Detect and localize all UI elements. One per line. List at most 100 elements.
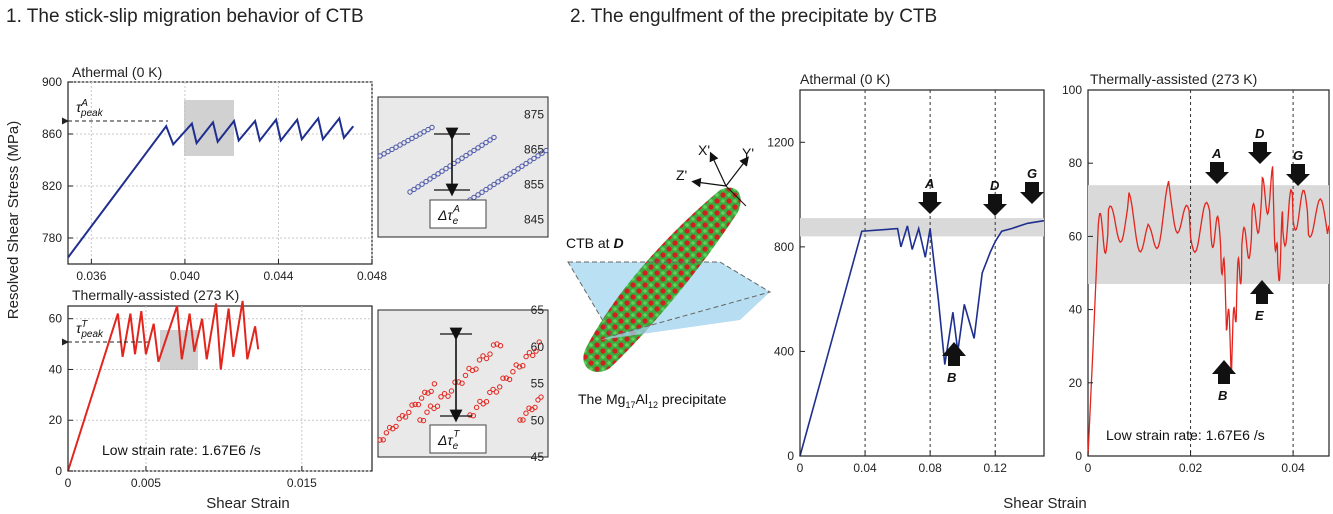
inset-point [386, 424, 393, 431]
inset-y-tick-label: 855 [524, 178, 544, 192]
inset-point [431, 173, 437, 180]
inset-point [519, 163, 525, 169]
inset-point [411, 186, 417, 193]
thermal-stress-line [67, 300, 260, 472]
inset-point [419, 181, 425, 187]
inset-point [483, 139, 489, 146]
y-tick-label: 800 [774, 240, 794, 254]
precipitate-illustration: CTB at D The Mg17Al12 precipitate X' Y' … [566, 142, 772, 410]
inset-y-tick-label: 55 [531, 377, 545, 391]
delta-box [429, 199, 487, 229]
inset-y-tick-label: 65 [531, 303, 545, 317]
chart-thermal-stickslip: Thermally-assisted (273 K) τT peak Low st… [49, 287, 549, 490]
y-tick-label: 60 [49, 312, 63, 326]
inset-point [520, 417, 526, 423]
axis-x-prime: X' [698, 142, 710, 158]
y-tick-label: 60 [1069, 229, 1083, 243]
inset-point [523, 160, 529, 167]
svg-text:B: B [1218, 388, 1227, 403]
inset-y-tick-label: 865 [524, 143, 544, 157]
y-tick-label: 20 [49, 413, 63, 427]
chart-title: Athermal (0 K) [800, 71, 890, 87]
inset-y-tick-label: 50 [531, 413, 545, 427]
inset-point [506, 376, 513, 383]
inset-point [500, 375, 506, 381]
axis-z-prime: Z' [676, 167, 687, 183]
inset-point [417, 131, 423, 137]
x-tick-label: 0.04 [853, 461, 877, 475]
inset-point [487, 351, 493, 357]
y-tick-label: 20 [1069, 376, 1083, 390]
chart-title: Thermally-assisted (273 K) [72, 287, 239, 303]
inset-point [441, 391, 448, 397]
ctb-plane-outline [567, 261, 772, 337]
inset-point [526, 405, 532, 411]
inset-point [495, 179, 501, 185]
inset-point [434, 403, 441, 409]
y-tick-label: 40 [1069, 303, 1083, 317]
inset-point [380, 437, 386, 443]
markers: A B D G [918, 166, 1044, 385]
x-tick-label: 0.048 [357, 269, 387, 283]
inset-point [473, 404, 480, 411]
marker-E: E [1250, 280, 1274, 323]
y-tick-label: 820 [42, 179, 62, 193]
strain-rate-label: Low strain rate: 1.67E6 /s [102, 442, 261, 458]
inset-point [479, 142, 485, 148]
x-tick-label: 0.036 [76, 269, 106, 283]
thermal-engulf-line [1087, 166, 1330, 457]
marker-B: B [1212, 360, 1236, 403]
inset-point [396, 416, 402, 422]
inset-point [535, 153, 541, 159]
x-tick-label: 0.08 [918, 461, 942, 475]
inset-point [422, 389, 428, 395]
inset-point [490, 342, 497, 348]
inset-point [535, 397, 541, 403]
athermal-engulf-line [799, 219, 1045, 457]
inset-point [383, 430, 390, 436]
stress-band [800, 218, 1044, 237]
inset-point [511, 168, 517, 175]
inset-point [491, 181, 497, 188]
athermal-stress-line [67, 116, 355, 259]
inset-point [377, 153, 383, 159]
inset-point [526, 350, 533, 356]
inset-point [487, 184, 493, 190]
inset-point [538, 394, 544, 400]
inset-point [493, 389, 500, 395]
delta-tau-A-label: ΔτeA [437, 204, 460, 227]
inset-point [438, 394, 444, 400]
inset-point [407, 189, 413, 195]
inset-point [487, 137, 493, 143]
inset-point [397, 142, 403, 148]
precipitate-body [583, 187, 741, 372]
inset-point [503, 173, 509, 180]
inset-point [459, 155, 465, 161]
x-tick-label: 0.04 [1281, 461, 1305, 475]
x-tick-label: 0.015 [287, 476, 317, 490]
svg-text:A: A [924, 176, 934, 191]
inset-point [429, 124, 435, 131]
inset-point [499, 176, 505, 182]
inset-point [389, 146, 395, 153]
marker-B: B [942, 342, 966, 385]
inset-point [415, 401, 422, 408]
inset-point [520, 363, 526, 369]
x-tick-label: 0.12 [984, 461, 1008, 475]
inset-point [406, 409, 412, 416]
inset-point [533, 348, 539, 354]
ctb-label: CTB at D [566, 235, 624, 251]
svg-text:G: G [1027, 166, 1037, 181]
inset-point [510, 369, 516, 375]
svg-text:A: A [1211, 146, 1221, 161]
inset-point [381, 151, 387, 157]
section-1-title: 1. The stick-slip migration behavior of … [6, 6, 364, 27]
x-axis-label-right: Shear Strain [1003, 495, 1086, 512]
inset-point [480, 353, 486, 359]
y-tick-label: 0 [1075, 449, 1082, 463]
inset-point [401, 140, 407, 146]
axis-y-prime: Y' [742, 145, 754, 161]
